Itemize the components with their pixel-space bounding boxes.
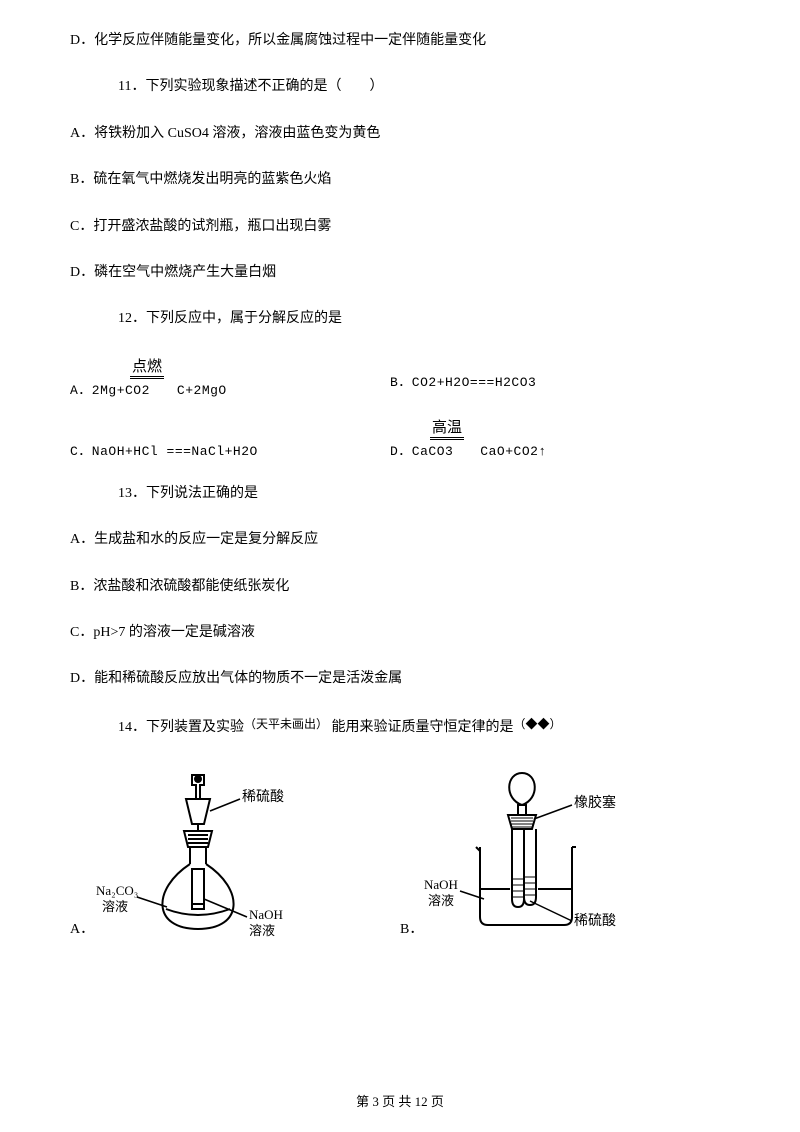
q11-option-a: A．将铁粉加入 CuSO4 溶液，溶液由蓝色变为黄色 [70,123,730,145]
label-xiliusuan-a: 稀硫酸 [242,789,284,805]
q11-option-d: D．磷在空气中燃烧产生大量白烟 [70,262,730,284]
q14-stem: 14．下列装置及实验（天平未画出） 能用来验证质量守恒定律的是（◆◆） [70,715,730,739]
q12-condition-d: 高温 [430,416,464,438]
q13-option-b: B．浓盐酸和浓硫酸都能使纸张炭化 [70,576,730,598]
label-naoh-b-sol: 溶液 [428,893,454,908]
label-naoh-a-sol: 溶液 [249,923,275,938]
label-xiangjiaosai: 橡胶塞 [574,794,616,811]
q13-option-c: C．pH>7 的溶液一定是碱溶液 [70,622,730,644]
q12-option-c: C．NaOH+HCl ===NaCl+H2O [70,440,390,459]
label-na2co3-sol: 溶液 [102,899,128,914]
q10-option-d: D．化学反应伴随能量变化，所以金属腐蚀过程中一定伴随能量变化 [70,30,730,52]
q14-diagram-row: A． [70,769,730,944]
q14-stem-before: 14．下列装置及实验 [118,720,244,735]
q12-condition-a: 点燃 [130,355,164,377]
q12-option-d: D．CaCO3 CaO+CO2↑ [390,440,730,459]
q14-stem-after: 能用来验证质量守恒定律的是 [332,720,514,735]
q14-tail: （◆◆） [514,717,562,731]
label-naoh-b: NaOH [424,877,458,892]
footer-total: 12 [415,1094,428,1109]
label-xiliusuan-b: 稀硫酸 [574,913,616,929]
footer-p3: 页 [428,1094,444,1109]
q12-row1: 点燃 A．2Mg+CO2 C+2MgO B．CO2+H2O===H2CO3 [70,355,730,398]
q13-option-a: A．生成盐和水的反应一定是复分解反应 [70,529,730,551]
q13-stem: 13．下列说法正确的是 [70,483,730,505]
label-naoh-a: NaOH [249,907,283,922]
footer-p1: 第 [356,1094,372,1109]
q14-paren: （天平未画出） [244,717,328,731]
q12-row2: C．NaOH+HCl ===NaCl+H2O 高温 D．CaCO3 CaO+CO… [70,416,730,459]
q11-option-c: C．打开盛浓盐酸的试剂瓶，瓶口出现白雾 [70,216,730,238]
q12-option-b: B．CO2+H2O===H2CO3 [390,371,730,390]
flask-diagram-a: 稀硫酸 Na₂CO₃ 溶液 NaOH 溶液 [92,769,312,939]
q12-stem: 12．下列反应中，属于分解反应的是 [70,308,730,330]
beaker-diagram-b: 橡胶塞 NaOH 溶液 稀硫酸 [422,769,652,939]
footer-p2: 页 共 [379,1094,415,1109]
q11-option-b: B．硫在氧气中燃烧发出明亮的蓝紫色火焰 [70,169,730,191]
q14-a-prefix: A． [70,918,94,938]
page-footer: 第 3 页 共 12 页 [0,1091,800,1110]
q12-option-a: A．2Mg+CO2 C+2MgO [70,379,390,398]
q13-option-d: D．能和稀硫酸反应放出气体的物质不一定是活泼金属 [70,668,730,690]
label-na2co3: Na₂CO₃ [96,883,138,898]
q11-stem: 11．下列实验现象描述不正确的是（ ） [70,76,730,98]
q14-b-prefix: B． [400,918,423,938]
